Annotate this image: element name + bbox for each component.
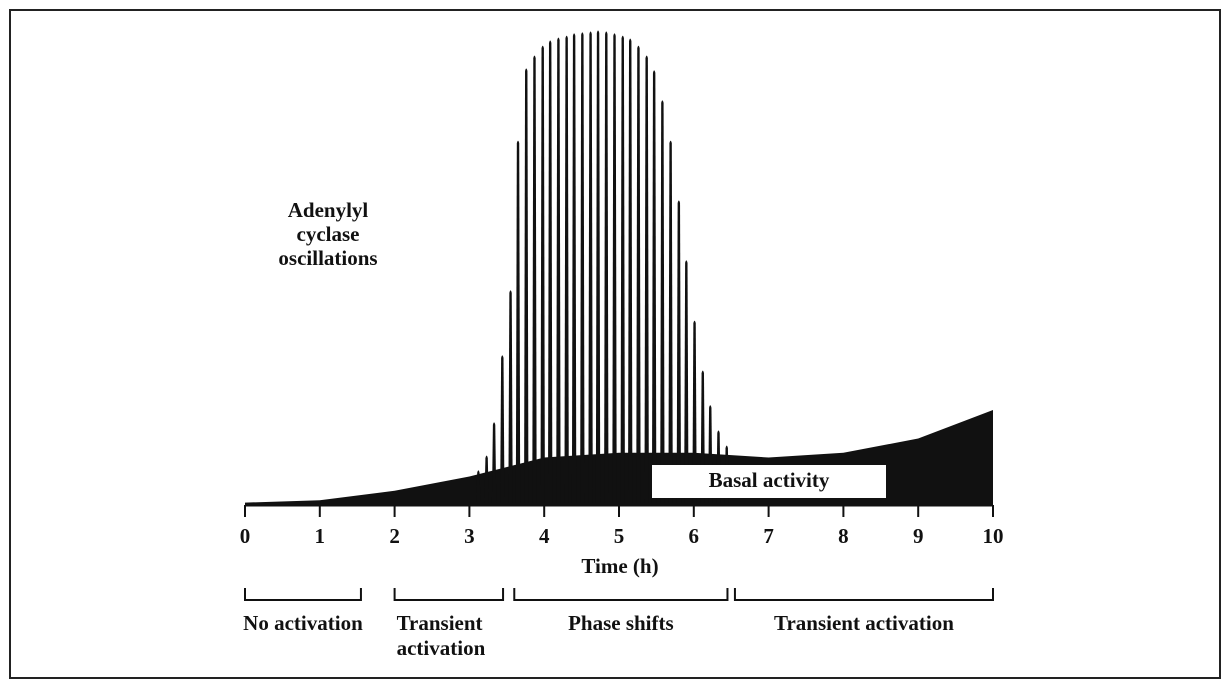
x-tick-label: 2 [389,524,400,548]
spike [532,55,537,506]
spike [676,200,682,506]
spike [692,320,697,505]
spike [620,35,625,505]
spike [644,55,649,506]
phase-bracket [513,588,729,601]
spike [660,100,665,505]
x-tick-label: 7 [763,524,774,548]
spike [556,37,561,505]
x-tick-label: 5 [614,524,625,548]
phase-label: Transient [397,611,483,635]
x-axis-label: Time (h) [581,554,658,578]
phase-label: activation [397,636,486,660]
frame [9,9,1221,679]
spike [564,35,569,505]
spike [540,45,545,505]
phase-bracket [393,588,505,601]
annotation-line: Adenylyl [288,198,369,222]
spike [651,70,657,506]
spike [580,32,585,506]
x-tick-label: 8 [838,524,849,548]
spike [476,470,481,505]
phase-bracket [733,588,994,601]
spike [668,140,673,505]
spike [612,33,617,505]
x-tick-label: 9 [913,524,924,548]
x-tick-label: 6 [689,524,700,548]
spike [684,260,689,505]
x-tick-label: 3 [464,524,475,548]
spike [515,140,521,505]
spike [500,355,505,505]
spike [628,38,633,505]
annotation-line: oscillations [278,246,377,270]
x-tick-label: 4 [539,524,550,548]
x-tick-label: 0 [240,524,251,548]
x-tick-label: 1 [315,524,326,548]
spike [547,40,553,505]
spike [636,45,641,505]
phase-label: No activation [243,611,363,635]
basal-label: Basal activity [709,468,830,492]
phase-label: Transient activation [774,611,954,635]
spike [588,31,593,505]
phase-label: Phase shifts [568,611,674,635]
annotation-line: cyclase [297,222,360,246]
spike [524,68,529,505]
phase-bracket [244,588,362,601]
spike [571,33,577,505]
spike [484,455,489,505]
spike [604,31,609,505]
basal-label-box [652,465,886,498]
spike [491,422,497,505]
x-tick-label: 10 [983,524,1004,548]
spike [595,30,601,505]
spike [508,290,513,505]
